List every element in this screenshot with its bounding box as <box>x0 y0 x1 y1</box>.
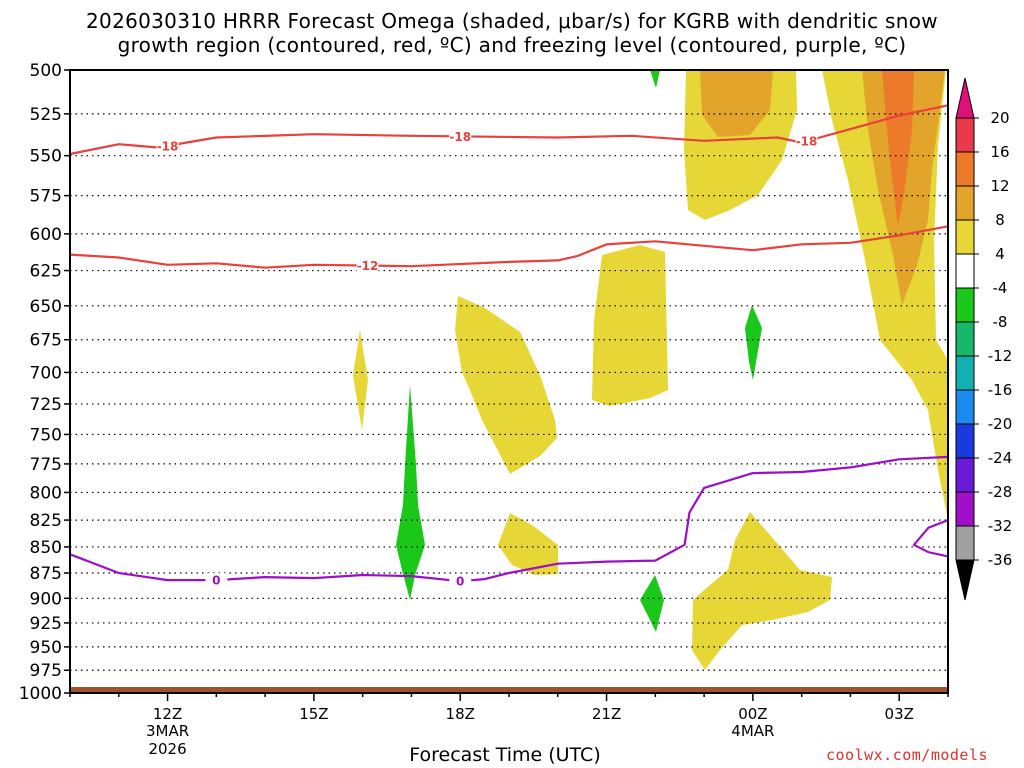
contour-label-bg <box>795 134 818 149</box>
y-tick-label: 850 <box>30 538 62 558</box>
colorbar-swatch <box>955 287 975 323</box>
colorbar-bottom-arrow <box>955 559 975 601</box>
colorbar-top-arrow <box>955 77 975 119</box>
omega-region-dark-orange <box>882 70 914 225</box>
x-tick-date: 4MAR <box>731 722 774 740</box>
contour-label-bg <box>356 258 379 273</box>
y-tick-label: 825 <box>30 511 62 531</box>
omega-region-green <box>745 305 762 380</box>
x-tick-year: 2026 <box>148 740 186 758</box>
contour-freezing-0 <box>69 455 949 583</box>
colorbar-swatch <box>955 491 975 527</box>
y-tick-label: 550 <box>30 147 62 167</box>
omega-region-yellow <box>455 296 557 474</box>
x-tick-label: 18Z <box>446 705 475 723</box>
y-tick-label: 725 <box>30 395 62 415</box>
omega-region-yellow <box>692 512 832 670</box>
colorbar-label: 16 <box>990 143 1009 161</box>
omega-region-green <box>640 575 664 632</box>
contour-label: 0 <box>456 575 464 589</box>
colorbar-label: 20 <box>990 109 1009 127</box>
contour-label: -18 <box>796 135 818 149</box>
x-tick-label: 21Z <box>592 705 621 723</box>
credit-text: coolwx.com/models <box>826 746 989 764</box>
y-tick-label: 650 <box>30 297 62 317</box>
omega-region-yellow <box>498 513 558 575</box>
colorbar-label: 8 <box>995 211 1005 229</box>
y-tick-label: 675 <box>30 331 62 351</box>
omega-region-yellow <box>592 245 668 406</box>
colorbar-swatch <box>955 117 975 153</box>
x-tick-label: 00Z <box>738 705 767 723</box>
y-tick-label: 575 <box>30 187 62 207</box>
colorbar-swatch <box>955 457 975 493</box>
y-tick-label: 875 <box>30 564 62 584</box>
colorbar: 20 16 12 8 4 -4 -8 -12 -16 -20 -24 -28 -32 -36 <box>955 77 1013 601</box>
colorbar-label: -8 <box>993 313 1008 331</box>
contour-dendritic-12 <box>69 225 949 269</box>
colorbar-label: -4 <box>993 279 1008 297</box>
colorbar-label: -12 <box>988 347 1013 365</box>
y-axis: 500 525 550 575 600 625 650 675 700 725 750 775 800 8… <box>19 61 70 704</box>
y-tick-label: 900 <box>30 589 62 609</box>
omega-region-yellow <box>353 330 368 430</box>
grid-lines <box>70 113 948 671</box>
x-tick-date: 3MAR <box>146 722 189 740</box>
x-tick-label: 03Z <box>885 705 914 723</box>
omega-region-orange <box>700 70 773 137</box>
colorbar-label: 12 <box>990 177 1009 195</box>
colorbar-label: -20 <box>988 415 1013 433</box>
colorbar-label: 4 <box>995 245 1005 263</box>
contour-label: 0 <box>212 574 220 588</box>
y-tick-label: 950 <box>30 638 62 658</box>
y-tick-label: 925 <box>30 614 62 634</box>
omega-shading <box>353 70 948 670</box>
colorbar-label: -36 <box>988 551 1013 569</box>
y-tick-label: 700 <box>30 363 62 383</box>
contour-freezing-0-small <box>912 519 949 558</box>
surface-strip <box>70 687 948 694</box>
contour-label: -12 <box>357 259 379 273</box>
colorbar-swatch <box>955 321 975 357</box>
colorbar-swatch <box>955 219 975 255</box>
contour-lines: -18 -18 -18 -12 0 0 <box>69 104 949 589</box>
x-tick-label: 12Z <box>153 705 182 723</box>
colorbar-swatch <box>955 185 975 221</box>
y-tick-label: 1000 <box>19 684 62 704</box>
chart-title-line-1: 2026030310 HRRR Forecast Omega (shaded, … <box>86 9 938 33</box>
chart-title-line-2: growth region (contoured, red, ºC) and f… <box>117 33 907 57</box>
colorbar-label: -16 <box>988 381 1013 399</box>
omega-region-green <box>396 385 425 600</box>
omega-region-green <box>650 70 660 88</box>
y-tick-label: 500 <box>30 61 62 81</box>
plot-frame <box>69 69 949 694</box>
contour-label-bg <box>449 129 472 144</box>
contour-label-bg <box>449 574 472 589</box>
colorbar-swatch <box>955 355 975 391</box>
colorbar-swatch <box>955 389 975 425</box>
x-tick-label: 15Z <box>299 705 328 723</box>
colorbar-label: -32 <box>988 517 1013 535</box>
y-tick-label: 975 <box>30 661 62 681</box>
y-tick-label: 750 <box>30 425 62 445</box>
y-tick-label: 775 <box>30 455 62 475</box>
y-tick-label: 800 <box>30 483 62 503</box>
colorbar-swatch <box>955 423 975 459</box>
colorbar-swatch <box>955 151 975 187</box>
contour-label: -18 <box>157 139 179 153</box>
y-tick-label: 600 <box>30 225 62 245</box>
colorbar-label: -24 <box>988 449 1013 467</box>
y-tick-label: 625 <box>30 262 62 282</box>
contour-label-bg <box>205 573 228 588</box>
y-tick-label: 525 <box>30 105 62 125</box>
colorbar-label: -28 <box>988 483 1013 501</box>
x-axis-title: Forecast Time (UTC) <box>409 744 601 766</box>
colorbar-swatch <box>955 253 975 289</box>
contour-label-bg <box>156 138 179 153</box>
contour-label: -18 <box>449 130 471 144</box>
colorbar-swatch <box>955 525 975 561</box>
